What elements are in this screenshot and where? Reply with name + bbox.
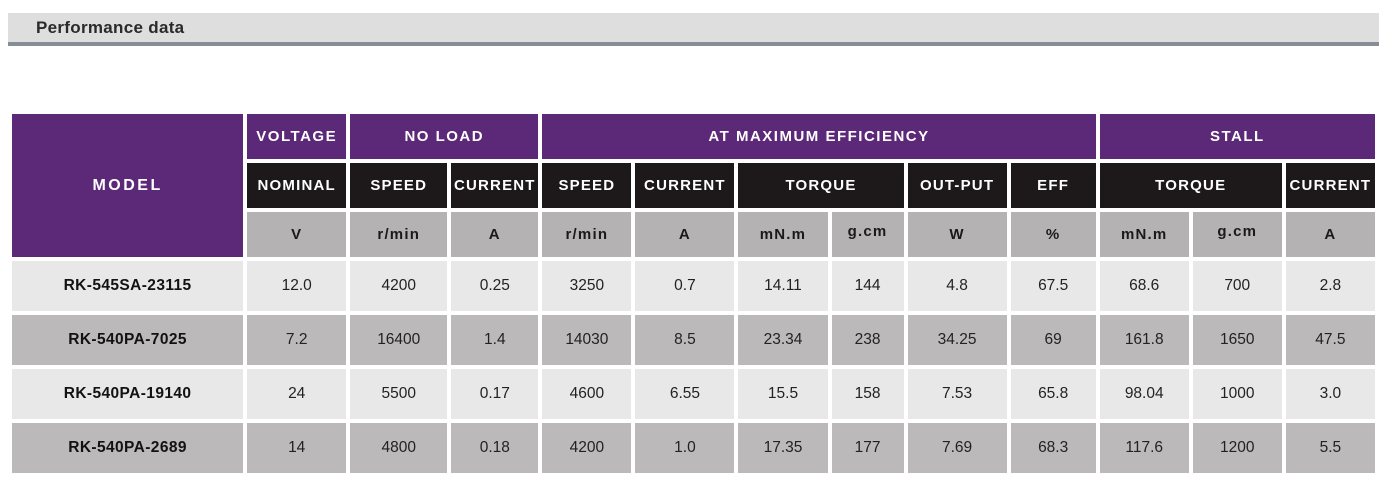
data-cell: 144 — [831, 261, 904, 311]
data-cell: 0.7 — [635, 261, 735, 311]
subheader-torque-stall: TORQUE — [1099, 163, 1282, 208]
data-cell: 2.8 — [1285, 261, 1375, 311]
data-cell: 8.5 — [635, 315, 735, 365]
data-cell: 1650 — [1192, 315, 1282, 365]
data-cell: 0.17 — [451, 369, 539, 419]
data-cell: 98.04 — [1099, 369, 1189, 419]
subheader-speed-noload: SPEED — [350, 163, 448, 208]
section-title-bar: Performance data — [8, 13, 1379, 46]
section-title: Performance data — [36, 18, 185, 37]
data-cell: 7.69 — [907, 423, 1007, 473]
subheader-output: OUT-PUT — [907, 163, 1007, 208]
data-cell: 6.55 — [635, 369, 735, 419]
unit-cell: mN.m — [1099, 212, 1189, 257]
data-cell: 177 — [831, 423, 904, 473]
data-cell: 0.18 — [451, 423, 539, 473]
data-cell: 7.53 — [907, 369, 1007, 419]
unit-cell: A — [451, 212, 539, 257]
subheader-current-noload: CURRENT — [451, 163, 539, 208]
subheader-nominal: NOMINAL — [247, 163, 347, 208]
data-cell: 15.5 — [738, 369, 828, 419]
data-cell: 4800 — [350, 423, 448, 473]
header-at-maximum-efficiency: AT MAXIMUM EFFICIENCY — [542, 114, 1096, 159]
unit-cell: r/min — [350, 212, 448, 257]
unit-cell: g.cm — [1192, 212, 1282, 257]
data-cell: 1000 — [1192, 369, 1282, 419]
unit-cell: mN.m — [738, 212, 828, 257]
model-cell: RK-540PA-7025 — [12, 315, 244, 365]
data-cell: 161.8 — [1099, 315, 1189, 365]
subheader-current-stall: CURRENT — [1285, 163, 1375, 208]
data-cell: 12.0 — [247, 261, 347, 311]
data-cell: 5.5 — [1285, 423, 1375, 473]
data-cell: 5500 — [350, 369, 448, 419]
header-no-load: NO LOAD — [350, 114, 539, 159]
table-row: RK-540PA-19140 24 5500 0.17 4600 6.55 15… — [12, 369, 1375, 419]
data-cell: 68.6 — [1099, 261, 1189, 311]
header-group-row: MODEL VOLTAGE NO LOAD AT MAXIMUM EFFICIE… — [12, 114, 1375, 257]
data-cell: 4200 — [350, 261, 448, 311]
subheader-speed-maxeff: SPEED — [542, 163, 632, 208]
subheader-eff: EFF — [1010, 163, 1096, 208]
data-cell: 14 — [247, 423, 347, 473]
data-cell: 68.3 — [1010, 423, 1096, 473]
data-cell: 24 — [247, 369, 347, 419]
data-cell: 0.25 — [451, 261, 539, 311]
data-cell: 67.5 — [1010, 261, 1096, 311]
table-row: RK-540PA-7025 7.2 16400 1.4 14030 8.5 23… — [12, 315, 1375, 365]
subheader-row: NOMINAL SPEED CURRENT SPEED CURRENT TORQ… — [12, 163, 1375, 208]
unit-cell: A — [635, 212, 735, 257]
header-stall: STALL — [1099, 114, 1375, 159]
header-model: MODEL — [12, 114, 244, 257]
data-cell: 14.11 — [738, 261, 828, 311]
subheader-current-maxeff: CURRENT — [635, 163, 735, 208]
data-cell: 14030 — [542, 315, 632, 365]
data-cell: 1.0 — [635, 423, 735, 473]
unit-cell: W — [907, 212, 1007, 257]
model-cell: RK-545SA-23115 — [12, 261, 244, 311]
data-cell: 117.6 — [1099, 423, 1189, 473]
unit-cell: g.cm — [831, 212, 904, 257]
table-row: RK-545SA-23115 12.0 4200 0.25 3250 0.7 1… — [12, 261, 1375, 311]
data-cell: 1200 — [1192, 423, 1282, 473]
data-cell: 4.8 — [907, 261, 1007, 311]
data-cell: 158 — [831, 369, 904, 419]
data-cell: 23.34 — [738, 315, 828, 365]
data-cell: 4600 — [542, 369, 632, 419]
unit-cell: % — [1010, 212, 1096, 257]
data-cell: 3.0 — [1285, 369, 1375, 419]
data-cell: 17.35 — [738, 423, 828, 473]
data-cell: 16400 — [350, 315, 448, 365]
data-cell: 47.5 — [1285, 315, 1375, 365]
data-cell: 34.25 — [907, 315, 1007, 365]
data-cell: 65.8 — [1010, 369, 1096, 419]
data-cell: 3250 — [542, 261, 632, 311]
model-cell: RK-540PA-19140 — [12, 369, 244, 419]
unit-label: g.cm — [1217, 223, 1258, 240]
header-voltage: VOLTAGE — [247, 114, 347, 159]
data-cell: 4200 — [542, 423, 632, 473]
unit-cell: V — [247, 212, 347, 257]
data-cell: 238 — [831, 315, 904, 365]
subheader-torque-maxeff: TORQUE — [738, 163, 904, 208]
performance-table: MODEL VOLTAGE NO LOAD AT MAXIMUM EFFICIE… — [8, 110, 1379, 477]
units-row: V r/min A r/min A mN.m g.cm W % mN.m g.c… — [12, 212, 1375, 257]
data-cell: 1.4 — [451, 315, 539, 365]
unit-label: g.cm — [847, 223, 888, 240]
unit-cell: r/min — [542, 212, 632, 257]
model-cell: RK-540PA-2689 — [12, 423, 244, 473]
table-row: RK-540PA-2689 14 4800 0.18 4200 1.0 17.3… — [12, 423, 1375, 473]
data-cell: 69 — [1010, 315, 1096, 365]
data-cell: 700 — [1192, 261, 1282, 311]
unit-cell: A — [1285, 212, 1375, 257]
data-cell: 7.2 — [247, 315, 347, 365]
